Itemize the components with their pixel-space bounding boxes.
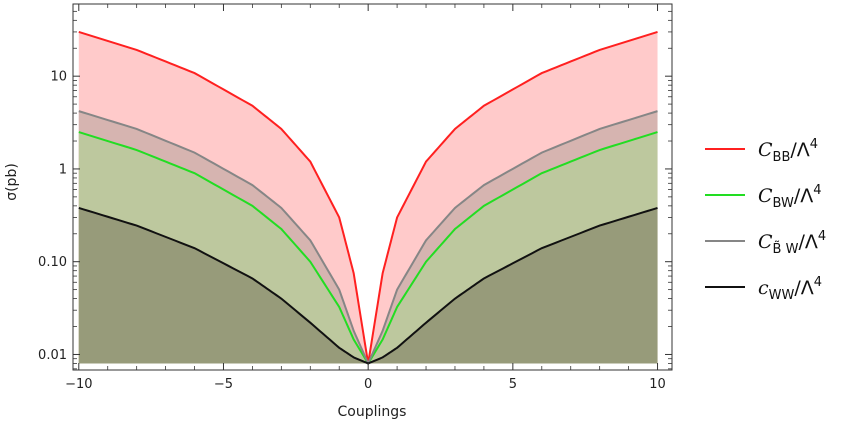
- legend-label: CB̃ W/Λ4: [758, 229, 826, 257]
- legend-label-tail: /Λ: [790, 139, 809, 161]
- x-tick-label: −10: [65, 377, 92, 392]
- series-fills: [78, 31, 658, 364]
- legend-label: CBW/Λ4: [758, 183, 822, 211]
- legend-item-0: CBB/Λ4: [705, 137, 818, 165]
- x-tick-label: 5: [509, 377, 517, 392]
- legend-label-sub: B̃ W: [773, 242, 799, 257]
- y-axis-label: σ(pb): [4, 163, 20, 201]
- legend-label-tail: /Λ: [798, 231, 817, 253]
- legend-label-tail: /Λ: [794, 185, 813, 207]
- legend-label-main: c: [758, 277, 769, 299]
- legend-label-sup: 4: [814, 275, 822, 290]
- legend-item-1: CBW/Λ4: [705, 183, 822, 211]
- plot-frame: [72, 3, 673, 371]
- y-tick-label: 0.10: [38, 255, 67, 270]
- legend-item-2: CB̃ W/Λ4: [705, 229, 826, 257]
- y-tick-label: 1: [59, 162, 67, 177]
- legend-label-main: C: [758, 231, 773, 253]
- x-axis-label: Couplings: [338, 404, 407, 420]
- x-tick-label: 0: [364, 377, 372, 392]
- legend-label: CBB/Λ4: [758, 137, 818, 165]
- x-tick-label: 10: [649, 377, 666, 392]
- legend-label-sup: 4: [818, 229, 826, 244]
- legend-label-sup: 4: [813, 183, 821, 198]
- legend-label: cWW/Λ4: [758, 275, 822, 303]
- legend-label-sup: 4: [810, 137, 818, 152]
- series-fill-3: [78, 207, 658, 364]
- legend-label-main: C: [758, 139, 773, 161]
- legend-item-3: cWW/Λ4: [705, 275, 822, 303]
- legend-label-sub: WW: [769, 288, 795, 303]
- legend-label-sub: BB: [773, 150, 791, 165]
- plot-border: [72, 3, 673, 371]
- legend-label-main: C: [758, 185, 773, 207]
- x-tick-label: −5: [214, 377, 233, 392]
- axis-ticks: −10 −5 0 5 10 0.01 0.10 1 10: [38, 3, 672, 392]
- legend-label-tail: /Λ: [794, 277, 813, 299]
- y-tick-label: 0.01: [38, 348, 67, 363]
- legend-label-sub: BW: [773, 196, 794, 211]
- y-tick-label: 10: [50, 70, 67, 85]
